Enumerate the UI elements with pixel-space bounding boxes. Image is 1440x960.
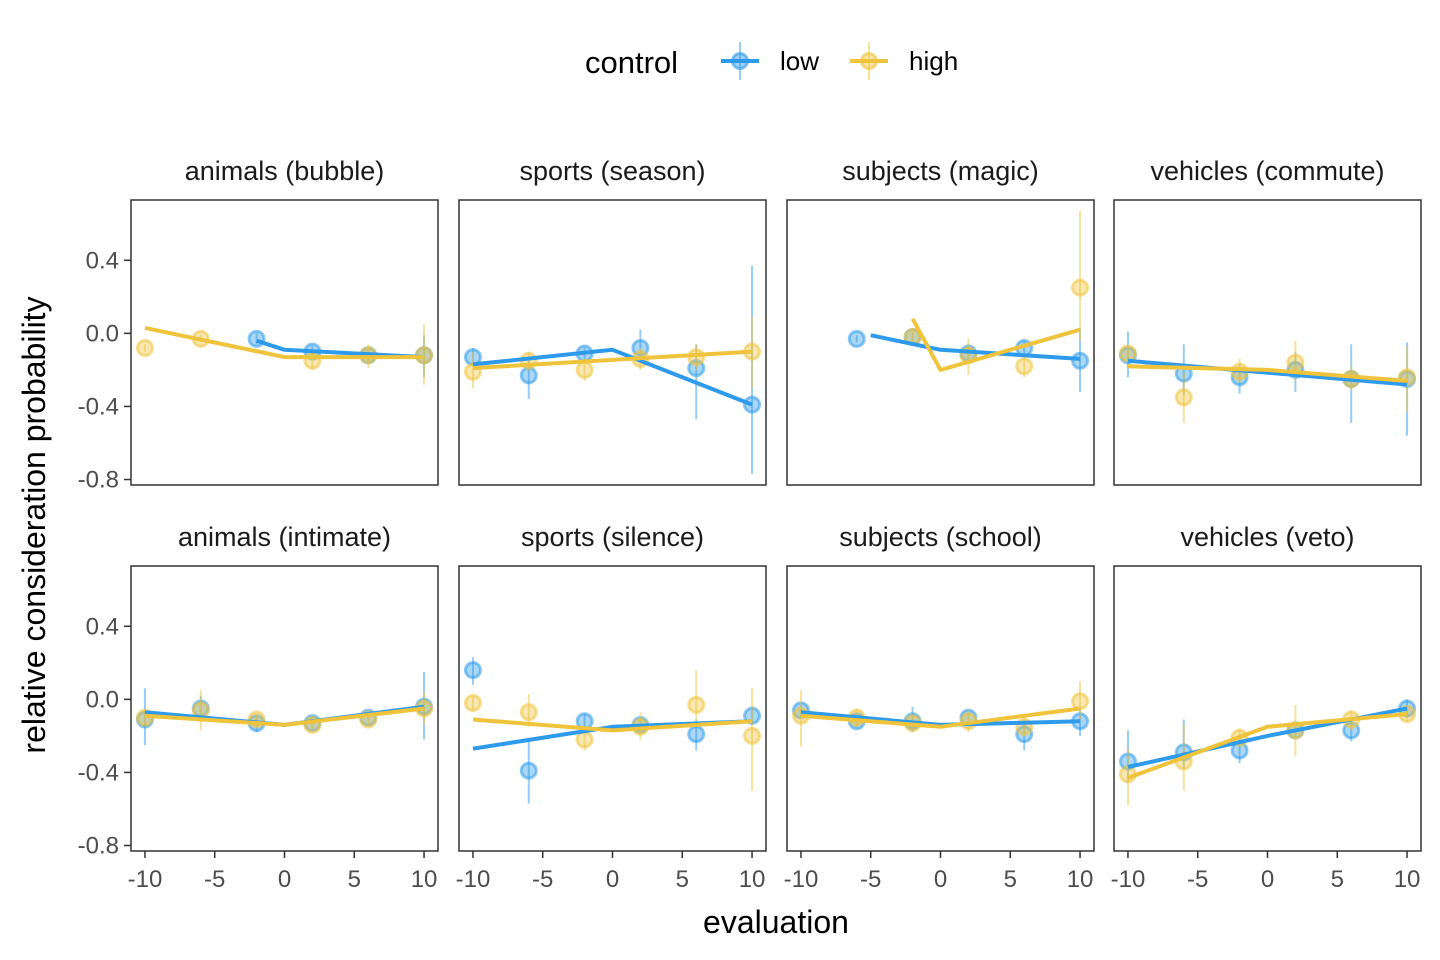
series-line-high: [472, 349, 753, 371]
data-point-high: [519, 703, 538, 722]
x-tick-label: 0: [934, 866, 947, 893]
x-tick-label: 10: [739, 866, 766, 893]
x-tick-label: -10: [784, 866, 819, 893]
series-line-high: [1127, 364, 1408, 383]
facet-panel: vehicles (veto) -10 -5 0 5 10: [1111, 522, 1422, 893]
series-line-high: [910, 317, 1081, 372]
data-point-high: [1071, 692, 1090, 711]
legend: low high: [721, 42, 958, 80]
panel-border: [130, 199, 439, 486]
facet-panel: sports (silence) -10 -5 0 5 10: [456, 522, 767, 893]
x-axis-title: evaluation: [703, 904, 849, 940]
series-line-low: [870, 333, 1081, 361]
series-line-high: [144, 706, 425, 727]
data-point-high: [1118, 344, 1137, 363]
series-line-low: [472, 347, 753, 407]
facet-panel: animals (intimate) 0.4 0.0 -0.4 -0.8 -10 -5 0 5 1…: [78, 522, 439, 893]
legend-label-low: low: [780, 46, 819, 76]
x-tick-label: -10: [128, 866, 163, 893]
series-line-high: [472, 717, 753, 733]
facet-panel: animals (bubble) 0.4 0.0 -0.4 -0.8: [78, 156, 439, 494]
data-point-low: [687, 725, 706, 744]
panel-title: subjects (school): [839, 522, 1042, 552]
panel-border: [1113, 565, 1422, 852]
data-point-low: [743, 395, 762, 414]
panel-border: [458, 199, 767, 486]
y-tick-label: -0.8: [78, 467, 119, 494]
data-point-high: [1015, 357, 1034, 376]
panel-border: [1113, 199, 1422, 486]
x-tick-label: 0: [1261, 866, 1274, 893]
panel-border: [458, 565, 767, 852]
y-tick-label: -0.8: [78, 833, 119, 860]
data-point-low: [463, 661, 482, 680]
legend-entry-low: low: [721, 42, 819, 80]
legend-key-point-low: [731, 52, 749, 70]
legend-entry-high: high: [850, 42, 958, 80]
facet-panel: subjects (magic): [786, 156, 1095, 486]
y-axis-title: relative consideration probability: [16, 296, 52, 753]
y-tick-label: 0.4: [86, 613, 119, 640]
x-tick-label: -10: [456, 866, 491, 893]
facet-panels: animals (bubble) 0.4 0.0 -0.4 -0.8 sports (se…: [78, 156, 1422, 893]
data-point-high: [135, 338, 154, 357]
x-tick-label: 10: [1067, 866, 1094, 893]
x-tick-label: 5: [676, 866, 689, 893]
data-point-low: [519, 366, 538, 385]
y-tick-label: -0.4: [78, 759, 119, 786]
series-line-low: [1127, 358, 1408, 387]
facet-panel: subjects (school) -10 -5 0 5 10: [784, 522, 1095, 893]
panel-title: sports (silence): [521, 522, 704, 552]
legend-title: control: [585, 45, 678, 80]
x-tick-label: 10: [1394, 866, 1421, 893]
x-tick-label: 10: [411, 866, 438, 893]
y-tick-label: 0.4: [86, 247, 119, 274]
data-point-high: [1071, 278, 1090, 297]
x-tick-label: -5: [860, 866, 881, 893]
legend-label-high: high: [909, 46, 958, 76]
x-tick-label: 0: [606, 866, 619, 893]
x-tick-label: 5: [348, 866, 361, 893]
panel-border: [130, 565, 439, 852]
facet-panel: vehicles (commute): [1113, 156, 1422, 486]
y-tick-label: 0.0: [86, 320, 119, 347]
panel-border: [786, 199, 1095, 486]
panel-title: vehicles (veto): [1180, 522, 1354, 552]
panel-title: subjects (magic): [842, 156, 1039, 186]
x-tick-label: 0: [278, 866, 291, 893]
data-point-low: [847, 329, 866, 348]
x-tick-label: -5: [1187, 866, 1208, 893]
x-tick-label: -5: [532, 866, 553, 893]
data-point-high: [1286, 353, 1305, 372]
panel-title: animals (bubble): [185, 156, 385, 186]
legend-key-point-high: [860, 52, 878, 70]
x-tick-label: 5: [1004, 866, 1017, 893]
panel-title: vehicles (commute): [1150, 156, 1384, 186]
data-point-high: [575, 360, 594, 379]
x-tick-label: 5: [1331, 866, 1344, 893]
series-line-low: [255, 338, 425, 360]
data-point-high: [1174, 388, 1193, 407]
x-tick-label: -5: [204, 866, 225, 893]
data-point-high: [687, 695, 706, 714]
series-line-high: [1127, 712, 1408, 780]
series-line-high: [800, 706, 1081, 729]
panel-title: animals (intimate): [178, 522, 391, 552]
data-point-high: [743, 726, 762, 745]
data-point-high: [575, 730, 594, 749]
series-line-high: [144, 325, 424, 360]
facet-panel: sports (season): [458, 156, 767, 486]
x-tick-label: -10: [1111, 866, 1146, 893]
panel-title: sports (season): [519, 156, 705, 186]
data-point-low: [519, 761, 538, 780]
panel-border: [786, 565, 1095, 852]
data-point-low: [1071, 351, 1090, 370]
data-point-high: [463, 694, 482, 713]
y-tick-label: 0.0: [86, 686, 119, 713]
y-tick-label: -0.4: [78, 393, 119, 420]
